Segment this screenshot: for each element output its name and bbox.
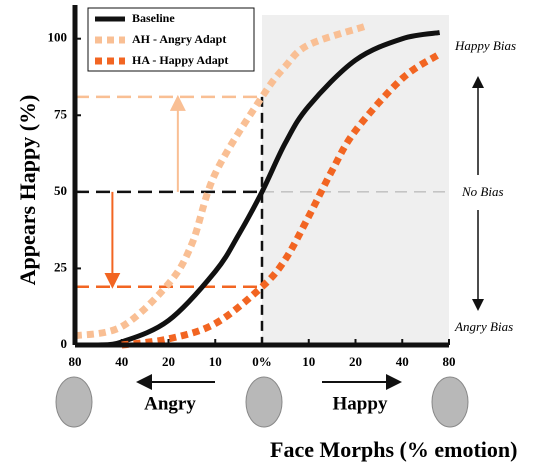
y-tick-label: 100	[48, 30, 68, 45]
chart: Face Morphs (% emotion) Appears Happy (%…	[0, 0, 536, 466]
annotation: No Bias	[461, 184, 504, 199]
legend-label: AH - Angry Adapt	[132, 32, 226, 46]
direction-label: Angry	[144, 393, 196, 414]
x-tick-label: 10	[209, 354, 222, 369]
x-tick-label: 0%	[252, 354, 272, 369]
x-tick-label: 80	[69, 354, 82, 369]
x-tick-label: 10	[302, 354, 315, 369]
x-axis-title: Face Morphs (% emotion)	[270, 437, 517, 462]
y-axis-title: Appears Happy (%)	[15, 95, 40, 286]
y-tick-label: 75	[54, 106, 68, 121]
y-tick-label: 0	[61, 336, 68, 351]
legend-label: HA - Happy Adapt	[132, 53, 228, 67]
face-icons	[56, 377, 468, 427]
x-tick-label: 40	[396, 354, 409, 369]
legend-label: Baseline	[132, 11, 175, 25]
direction-label: Happy	[333, 393, 388, 414]
x-tick-label: 20	[162, 354, 175, 369]
face-icon	[56, 377, 92, 427]
y-tick-label: 50	[54, 183, 67, 198]
face-icon	[432, 377, 468, 427]
annotation: Happy Bias	[454, 38, 516, 53]
x-tick-label: 40	[115, 354, 128, 369]
x-tick-label: 20	[349, 354, 362, 369]
x-tick-label: 80	[443, 354, 456, 369]
y-tick-label: 25	[54, 259, 68, 274]
annotation: Angry Bias	[454, 319, 513, 334]
face-icon	[246, 377, 282, 427]
